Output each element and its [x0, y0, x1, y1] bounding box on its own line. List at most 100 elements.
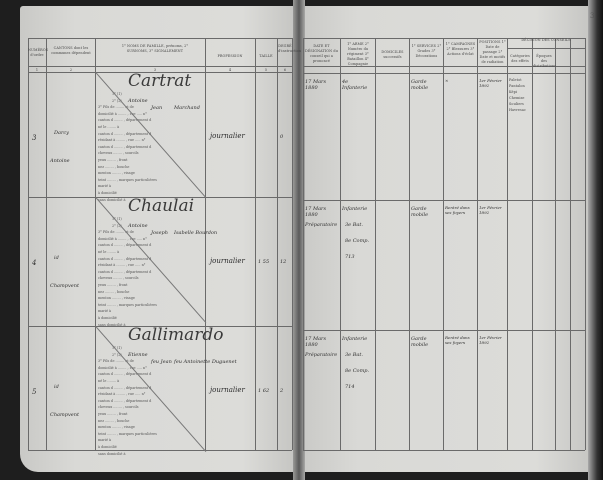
- record-surname: Cartrat: [128, 71, 192, 91]
- record-firstname: Etienne: [128, 351, 148, 358]
- form-label: 1° (1): [112, 92, 122, 96]
- record-positions: 1er Février 1892: [479, 205, 502, 215]
- row-rule: [28, 450, 292, 451]
- header-profession: PROFESSION: [217, 54, 243, 58]
- header-noms: 1° NOMS DE FAMILLE, prénoms, 2° SURNOMS,…: [121, 44, 189, 53]
- form-label: 3° Fils de ........ et de: [98, 230, 134, 235]
- record-bataillon: 3e Bat.: [345, 352, 363, 358]
- column-rule: [532, 38, 533, 450]
- form-label: 3° Fils de ........ et de: [98, 105, 134, 110]
- record-conseil: Préparatoire: [305, 352, 338, 358]
- record-surname: Gallimardo: [128, 325, 224, 345]
- form-label: cheveux ........ , sourcils: [98, 151, 139, 156]
- form-label: né le ........ à: [98, 124, 120, 129]
- form-label: nez ........ , bouche: [98, 418, 130, 423]
- record-father: Jean: [151, 104, 163, 111]
- record-instruction: 2: [280, 388, 284, 394]
- header-services: 1° SERVICES 2° Grades 3° Décorations: [411, 44, 442, 58]
- form-label: 2° (2): [112, 223, 122, 228]
- column-rule: [570, 38, 571, 450]
- form-label: marié à: [98, 184, 112, 189]
- record-commune: Champvent: [50, 412, 79, 418]
- form-label: teint ........ , marques particulières: [98, 177, 157, 182]
- form-label: né le ........ à: [98, 378, 120, 383]
- record-profession: journalier: [210, 386, 245, 394]
- form-label: nez ........ , bouche: [98, 164, 130, 169]
- column-number: 2: [69, 68, 73, 72]
- record-matricule: 713: [345, 254, 355, 260]
- form-label: à domicilié: [98, 444, 117, 449]
- header-arme: 1° ARME 2° Numéro du régiment 3° Bataill…: [347, 42, 369, 66]
- form-label: menton ........ , visage: [98, 425, 135, 430]
- form-label: menton ........ , visage: [98, 296, 135, 301]
- record-mother: Isabelle Bourdon: [174, 229, 218, 236]
- record-positions: 1er Février 1892: [479, 78, 502, 88]
- row-rule: [303, 73, 585, 74]
- signalement-form: 1° (1) 2° (2) 3° Fils de ........ et de dom…: [98, 216, 198, 328]
- form-label: canton d ........ , département d: [98, 144, 152, 149]
- header-taille: TAILLE: [259, 54, 273, 58]
- form-label: domicilié à ........ , rue ..... n°: [98, 236, 147, 241]
- column-rule: [46, 38, 47, 450]
- column-rule: [303, 38, 304, 450]
- record-canton: Darcy: [54, 130, 70, 136]
- column-rule: [409, 38, 410, 450]
- form-label: 2° (2): [112, 98, 122, 103]
- record-services: Garde mobile: [411, 79, 429, 91]
- form-label: résidant à ........ , rue ..... n°: [98, 263, 146, 268]
- row-rule: [303, 200, 585, 201]
- row-rule: [28, 72, 292, 73]
- record-number: 4: [32, 259, 37, 267]
- record-date: 17 Mars 1880: [305, 79, 327, 91]
- form-label: sans domicilié à: [98, 322, 126, 327]
- header-cantons: CANTONS dont les communes dépendent: [51, 46, 91, 55]
- form-label: marié à: [98, 309, 112, 314]
- record-compagnie: 8e Comp.: [345, 368, 370, 374]
- form-label: canton d ........ , département d: [98, 118, 152, 123]
- column-rule: [28, 38, 29, 450]
- form-label: canton d ........ , département d: [98, 243, 152, 248]
- record-height: 1 62: [258, 388, 270, 394]
- row-rule: [28, 66, 292, 67]
- form-label: canton d ........ , département d: [98, 372, 152, 377]
- form-label: canton d ........ , département d: [98, 385, 152, 390]
- header-campagnes: 1° CAMPAGNES 2° Blessures 3° Actions d'é…: [445, 42, 476, 56]
- record-canton: id: [54, 255, 59, 261]
- form-label: canton d ........ , département d: [98, 269, 152, 274]
- header-instruction: DEGRÉ d'instruction: [278, 44, 302, 53]
- row-rule: [28, 197, 292, 198]
- record-instruction: 0: [280, 134, 284, 140]
- record-firstname: Antoine: [128, 97, 148, 104]
- row-rule: [303, 330, 585, 331]
- form-label: teint ........ , marques particulières: [98, 431, 157, 436]
- form-label: cheveux ........ , sourcils: [98, 276, 139, 281]
- form-label: canton d ........ , département d: [98, 398, 152, 403]
- record-mother: Marchand: [174, 104, 200, 111]
- record-commune: Antoine: [50, 158, 70, 164]
- row-rule: [303, 450, 585, 451]
- record-compagnie: 8e Comp.: [345, 238, 370, 244]
- header-categories: Catégories des effets: [510, 54, 530, 63]
- record-firstname: Antoine: [128, 222, 148, 229]
- column-rule: [477, 38, 478, 450]
- record-number: 5: [32, 388, 37, 396]
- header-domicile: DOMICILES successifs: [381, 50, 404, 59]
- form-label: yeux ........ , front: [98, 157, 128, 162]
- row-rule: [28, 38, 292, 39]
- effet-label: Paletot: [509, 78, 522, 82]
- effet-label: Képi: [509, 90, 518, 94]
- form-label: à domicilié: [98, 315, 117, 320]
- form-label: domicilié à ........ , rue ..... n°: [98, 111, 147, 116]
- effet-label: Chemise: [509, 96, 525, 100]
- signalement-form: 1° (1) 2° (2) 3° Fils de ........ et de dom…: [98, 91, 198, 203]
- record-profession: journalier: [210, 132, 245, 140]
- right-page: [299, 6, 595, 472]
- record-positions: 1er Février 1892: [479, 335, 502, 345]
- column-rule: [292, 38, 293, 450]
- column-number: 5: [264, 68, 268, 72]
- record-date: 17 Mars 1880: [305, 206, 327, 218]
- row-rule: [303, 38, 585, 39]
- page-edge: [588, 0, 603, 480]
- book-gutter: [293, 0, 305, 480]
- form-label: résidant à ........ , rue ..... n°: [98, 138, 146, 143]
